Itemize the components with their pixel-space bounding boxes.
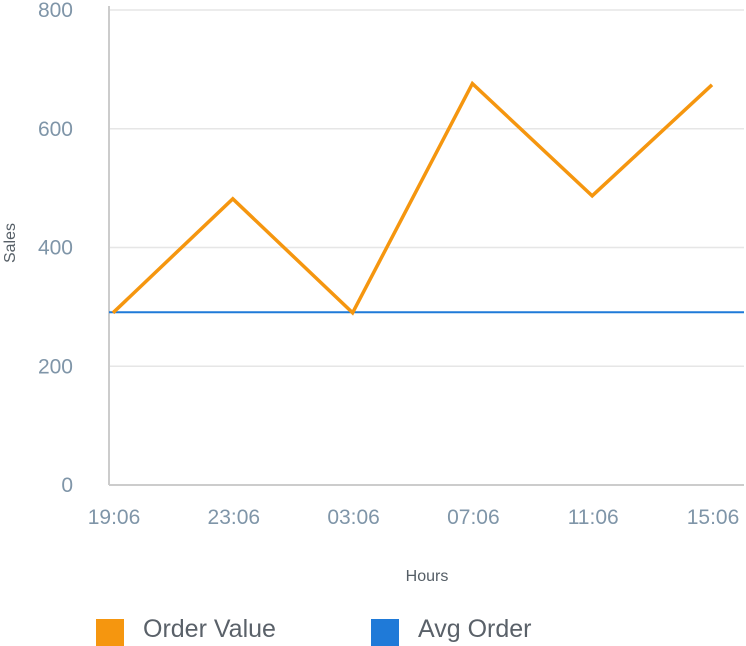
x-tick-label: 15:06 (687, 506, 740, 529)
x-tick-label: 23:06 (208, 506, 261, 529)
y-tick-label: 0 (61, 474, 73, 497)
y-tick-label: 600 (38, 118, 73, 141)
y-axis-title: Sales (2, 223, 19, 263)
y-axis-ticks: 0 200 400 600 800 (38, 0, 73, 497)
legend-label: Order Value (143, 615, 276, 643)
legend-label: Avg Order (418, 615, 531, 643)
x-tick-label: 19:06 (88, 506, 141, 529)
axes (108, 6, 744, 486)
legend-item: Order Value (96, 615, 276, 646)
y-tick-label: 400 (38, 237, 73, 260)
x-axis-ticks: 19:06 23:06 03:06 07:06 11:06 15:06 (88, 506, 740, 529)
x-tick-label: 11:06 (568, 506, 619, 529)
x-axis-title: Hours (406, 568, 449, 585)
legend: Order Value Avg Order (96, 615, 531, 646)
x-tick-label: 07:06 (447, 506, 500, 529)
series-lines (109, 80, 744, 316)
grid-lines (109, 9, 744, 367)
legend-item: Avg Order (371, 615, 531, 646)
order-value-line (111, 80, 714, 316)
x-tick-label: 03:06 (327, 506, 380, 529)
y-tick-label: 200 (38, 355, 73, 378)
legend-swatch (96, 619, 124, 646)
y-tick-label: 800 (38, 0, 73, 22)
legend-swatch (371, 619, 399, 646)
